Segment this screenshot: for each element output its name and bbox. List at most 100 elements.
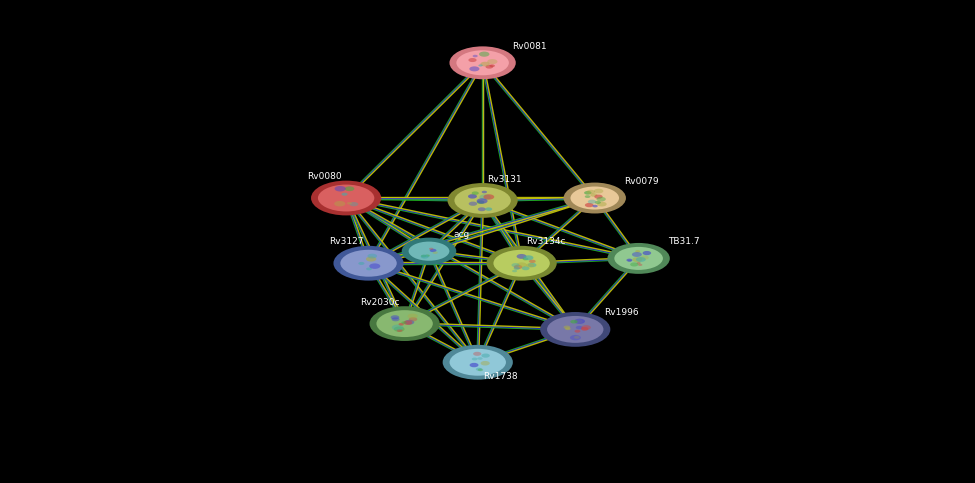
Circle shape <box>453 186 512 215</box>
Circle shape <box>526 263 534 268</box>
Circle shape <box>455 49 510 76</box>
Circle shape <box>528 260 535 263</box>
Circle shape <box>643 251 651 255</box>
Circle shape <box>566 327 570 330</box>
Circle shape <box>368 254 377 258</box>
Circle shape <box>430 249 437 252</box>
Circle shape <box>477 200 485 204</box>
Circle shape <box>392 325 404 330</box>
Circle shape <box>632 252 642 257</box>
Circle shape <box>585 203 594 207</box>
Circle shape <box>570 335 581 341</box>
Circle shape <box>564 326 570 329</box>
Circle shape <box>421 255 429 258</box>
Circle shape <box>409 317 417 321</box>
Circle shape <box>640 256 648 260</box>
Circle shape <box>632 257 643 262</box>
Circle shape <box>397 329 403 332</box>
Circle shape <box>480 194 490 200</box>
Text: Rv0079: Rv0079 <box>624 177 659 186</box>
Circle shape <box>581 327 589 331</box>
Circle shape <box>514 267 520 270</box>
Circle shape <box>470 363 479 367</box>
Text: Rv3131: Rv3131 <box>488 174 523 184</box>
Circle shape <box>405 320 414 325</box>
Circle shape <box>630 262 639 267</box>
Circle shape <box>408 241 450 262</box>
Circle shape <box>585 195 591 198</box>
Circle shape <box>473 55 478 57</box>
Circle shape <box>359 262 365 265</box>
Circle shape <box>421 255 426 257</box>
Circle shape <box>370 306 440 341</box>
Circle shape <box>472 191 479 195</box>
Circle shape <box>366 268 371 270</box>
Circle shape <box>488 59 497 64</box>
Circle shape <box>570 320 577 324</box>
Text: Rv3127: Rv3127 <box>330 237 364 246</box>
Circle shape <box>593 205 598 207</box>
Text: Rv3134c: Rv3134c <box>526 237 566 246</box>
Circle shape <box>345 186 354 191</box>
Circle shape <box>574 319 585 324</box>
Circle shape <box>341 193 348 196</box>
Circle shape <box>636 257 645 262</box>
Circle shape <box>524 256 533 260</box>
Circle shape <box>522 266 529 270</box>
Circle shape <box>487 246 557 281</box>
Text: Rv0081: Rv0081 <box>512 42 547 51</box>
Circle shape <box>512 270 517 272</box>
Circle shape <box>476 368 482 371</box>
Circle shape <box>540 312 610 347</box>
Circle shape <box>584 191 592 195</box>
Circle shape <box>350 202 358 206</box>
Circle shape <box>472 357 478 360</box>
Circle shape <box>576 326 583 329</box>
Text: TB31.7: TB31.7 <box>668 237 699 246</box>
Circle shape <box>492 249 551 278</box>
Circle shape <box>402 321 407 324</box>
Circle shape <box>408 313 417 319</box>
Circle shape <box>391 315 400 319</box>
Circle shape <box>402 238 456 265</box>
Circle shape <box>449 46 516 79</box>
Circle shape <box>339 249 398 278</box>
Circle shape <box>564 183 626 213</box>
Circle shape <box>404 320 412 325</box>
Circle shape <box>473 352 482 356</box>
Circle shape <box>527 263 536 267</box>
Circle shape <box>512 263 520 267</box>
Circle shape <box>595 195 603 199</box>
Circle shape <box>638 264 643 266</box>
Circle shape <box>448 348 507 377</box>
Text: acg: acg <box>453 230 470 239</box>
Text: Rv1738: Rv1738 <box>483 371 518 381</box>
Circle shape <box>581 325 591 330</box>
Circle shape <box>486 65 493 69</box>
Circle shape <box>311 181 381 215</box>
Text: Rv1996: Rv1996 <box>604 308 640 317</box>
Circle shape <box>370 263 380 269</box>
Circle shape <box>425 255 430 257</box>
Circle shape <box>448 183 518 218</box>
Circle shape <box>394 327 405 332</box>
Circle shape <box>628 260 632 262</box>
Circle shape <box>334 201 345 206</box>
Circle shape <box>514 265 523 269</box>
Circle shape <box>588 199 596 204</box>
Circle shape <box>637 262 641 264</box>
Circle shape <box>478 207 486 211</box>
Circle shape <box>574 319 583 323</box>
Circle shape <box>613 246 664 271</box>
Circle shape <box>317 184 375 213</box>
Circle shape <box>484 194 494 199</box>
Circle shape <box>569 185 620 211</box>
Circle shape <box>399 323 404 326</box>
Circle shape <box>482 354 489 358</box>
Circle shape <box>392 317 400 321</box>
Circle shape <box>482 191 487 193</box>
Circle shape <box>597 197 605 201</box>
Circle shape <box>517 262 526 268</box>
Circle shape <box>469 66 480 71</box>
Circle shape <box>636 250 641 253</box>
